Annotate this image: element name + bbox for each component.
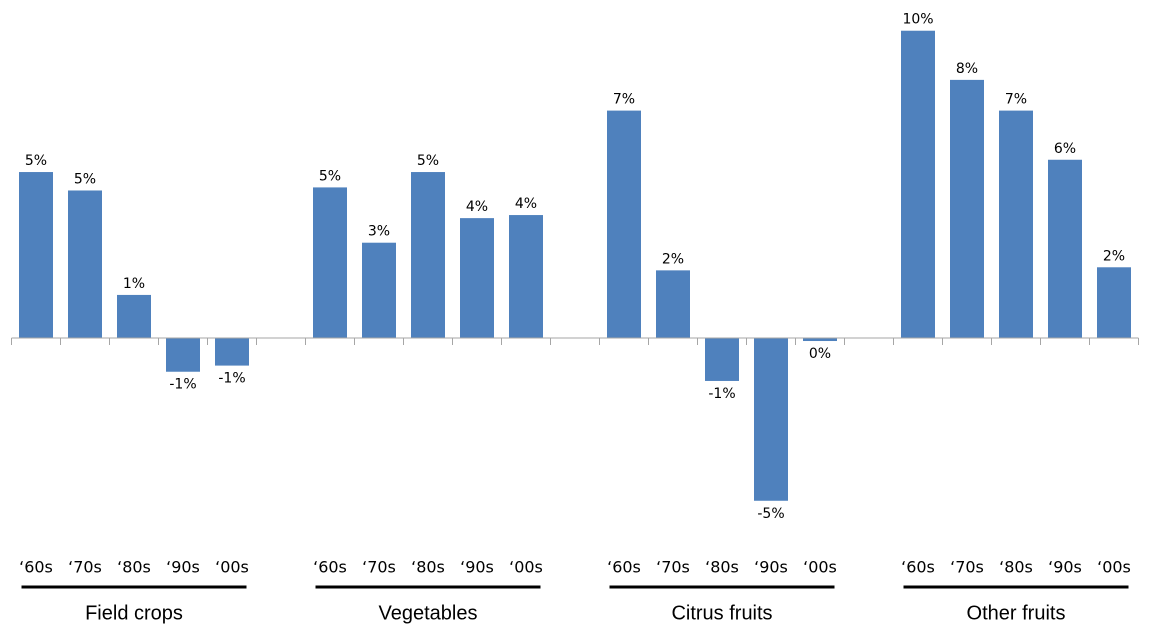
category-label: ‘60s — [607, 558, 641, 577]
bar — [313, 187, 347, 338]
bar — [411, 172, 445, 338]
group-label: Field crops — [85, 602, 183, 624]
value-label: -1% — [169, 377, 196, 393]
category-label: ‘00s — [803, 558, 837, 577]
category-label: ‘70s — [950, 558, 984, 577]
bar — [901, 30, 935, 338]
group-label: Vegetables — [379, 602, 478, 624]
bar — [215, 337, 249, 366]
value-label: 5% — [319, 168, 341, 184]
bar — [1097, 267, 1131, 338]
bar — [509, 215, 543, 338]
category-label: ‘90s — [460, 558, 494, 577]
bar — [705, 337, 739, 381]
bar — [19, 172, 53, 338]
category-label: ‘90s — [166, 558, 200, 577]
category-label: ‘80s — [999, 558, 1033, 577]
category-label: ‘60s — [19, 558, 53, 577]
group-label: Other fruits — [967, 602, 1066, 624]
bar — [803, 337, 837, 342]
category-label: ‘70s — [68, 558, 102, 577]
category-label: ‘80s — [117, 558, 151, 577]
value-label: 4% — [515, 196, 537, 212]
category-label: ‘80s — [705, 558, 739, 577]
value-label: 7% — [613, 92, 635, 108]
value-label: 10% — [902, 12, 933, 28]
value-label: 3% — [368, 224, 390, 240]
category-label: ‘00s — [1097, 558, 1131, 577]
category-label: ‘80s — [411, 558, 445, 577]
bar — [166, 337, 200, 372]
value-label: 7% — [1005, 92, 1027, 108]
bar — [68, 190, 102, 338]
bar — [754, 337, 788, 501]
value-label: 8% — [956, 61, 978, 77]
bar — [656, 270, 690, 338]
bar — [460, 218, 494, 338]
group-label: Citrus fruits — [671, 602, 772, 624]
value-label: 0% — [809, 346, 831, 362]
value-label: 5% — [417, 153, 439, 169]
value-label: -1% — [218, 371, 245, 387]
bar — [607, 110, 641, 338]
value-label: 6% — [1054, 141, 1076, 157]
value-label: 2% — [662, 251, 684, 267]
value-label: -5% — [757, 506, 784, 522]
value-label: 4% — [466, 199, 488, 215]
category-label: ‘70s — [362, 558, 396, 577]
category-label: ‘70s — [656, 558, 690, 577]
bar — [1048, 159, 1082, 338]
category-label: ‘60s — [901, 558, 935, 577]
category-label: ‘90s — [1048, 558, 1082, 577]
category-label: ‘00s — [509, 558, 543, 577]
bar — [999, 110, 1033, 338]
bar — [362, 242, 396, 338]
value-label: -1% — [708, 386, 735, 402]
value-label: 5% — [25, 153, 47, 169]
category-label: ‘00s — [215, 558, 249, 577]
value-label: 5% — [74, 171, 96, 187]
category-label: ‘90s — [754, 558, 788, 577]
category-label: ‘60s — [313, 558, 347, 577]
value-label: 2% — [1103, 248, 1125, 264]
value-label: 1% — [123, 276, 145, 292]
bar — [950, 79, 984, 338]
bar — [117, 294, 151, 338]
